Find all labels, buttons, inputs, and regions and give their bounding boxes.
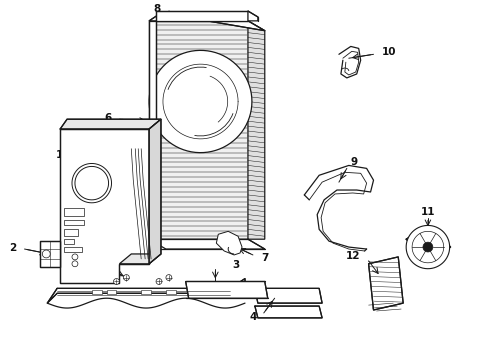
Polygon shape: [406, 225, 451, 261]
Polygon shape: [149, 239, 265, 249]
Polygon shape: [149, 21, 156, 175]
Polygon shape: [248, 11, 258, 21]
Polygon shape: [149, 21, 248, 239]
Polygon shape: [156, 11, 248, 21]
Text: 4: 4: [249, 312, 257, 322]
Polygon shape: [40, 241, 60, 267]
Text: 8: 8: [154, 4, 161, 14]
Text: 10: 10: [381, 47, 396, 57]
Bar: [64, 220, 84, 225]
Bar: [64, 239, 74, 244]
Polygon shape: [248, 21, 265, 239]
Bar: [64, 247, 82, 252]
Polygon shape: [114, 279, 120, 284]
Bar: [141, 291, 151, 294]
Bar: [64, 208, 84, 216]
Polygon shape: [72, 261, 78, 267]
Polygon shape: [149, 119, 161, 264]
Polygon shape: [412, 231, 444, 263]
Polygon shape: [72, 163, 112, 203]
Polygon shape: [149, 13, 265, 31]
Text: 3: 3: [232, 260, 240, 270]
Text: 6: 6: [104, 113, 112, 123]
Polygon shape: [149, 50, 252, 153]
Bar: [107, 291, 117, 294]
Polygon shape: [368, 257, 403, 310]
Bar: [64, 229, 78, 236]
Polygon shape: [120, 254, 161, 264]
Polygon shape: [186, 282, 268, 298]
Polygon shape: [423, 242, 433, 252]
Polygon shape: [72, 254, 78, 260]
Polygon shape: [406, 225, 450, 269]
Bar: [92, 291, 101, 294]
Text: 9: 9: [351, 157, 358, 167]
Polygon shape: [123, 275, 129, 280]
Polygon shape: [47, 279, 245, 303]
Text: 5: 5: [95, 261, 101, 271]
Polygon shape: [216, 231, 242, 255]
Polygon shape: [156, 279, 162, 284]
Polygon shape: [42, 250, 50, 258]
Text: 2: 2: [9, 243, 17, 253]
Polygon shape: [60, 119, 161, 129]
Text: 7: 7: [261, 253, 268, 263]
Bar: [166, 291, 176, 294]
Text: 1: 1: [56, 150, 63, 159]
Text: 11: 11: [420, 207, 435, 217]
Text: 12: 12: [346, 251, 361, 261]
Polygon shape: [255, 306, 322, 318]
Polygon shape: [75, 166, 109, 200]
Polygon shape: [255, 288, 322, 303]
Polygon shape: [60, 129, 149, 283]
Polygon shape: [166, 275, 172, 280]
